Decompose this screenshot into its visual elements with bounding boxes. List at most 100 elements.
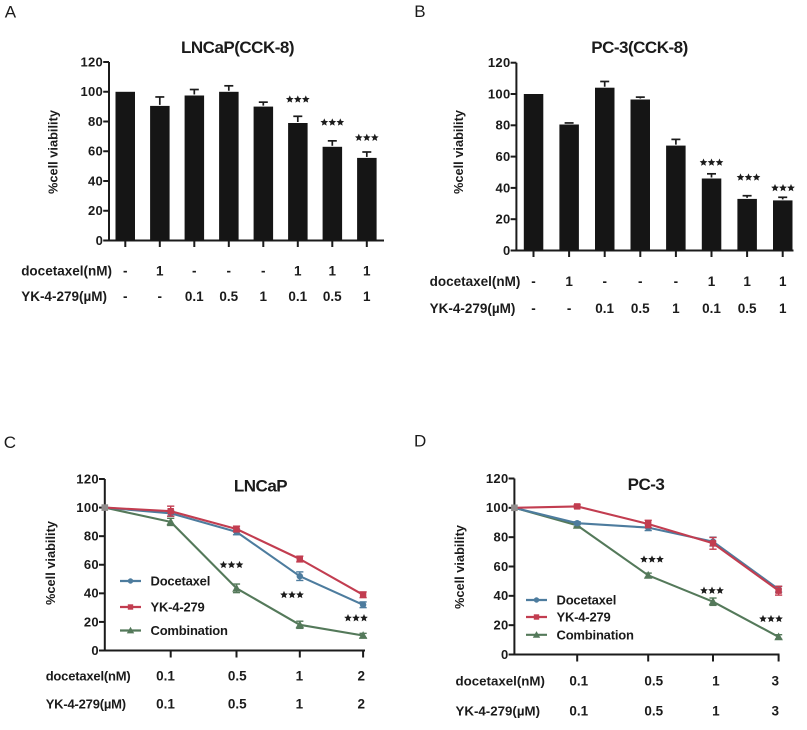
svg-text:2: 2 [358, 697, 366, 712]
svg-text:YK-4-279(µM): YK-4-279(µM) [46, 697, 126, 712]
svg-text:0.1: 0.1 [569, 704, 588, 719]
svg-text:1: 1 [565, 274, 573, 289]
svg-text:100: 100 [488, 86, 511, 101]
svg-text:1: 1 [329, 264, 337, 279]
svg-text:docetaxel(nM): docetaxel(nM) [456, 674, 545, 689]
svg-text:-: - [531, 274, 536, 289]
svg-text:Combination: Combination [557, 627, 634, 642]
svg-text:120: 120 [76, 471, 99, 486]
svg-text:0.1: 0.1 [185, 289, 204, 304]
svg-text:1: 1 [294, 264, 302, 279]
svg-text:100: 100 [76, 500, 99, 515]
svg-text:LNCaP(CCK-8): LNCaP(CCK-8) [181, 38, 294, 57]
svg-text:60: 60 [88, 144, 103, 159]
svg-text:2: 2 [358, 669, 366, 684]
svg-text:D: D [414, 431, 426, 450]
svg-text:40: 40 [493, 588, 508, 603]
svg-text:0.1: 0.1 [156, 697, 175, 712]
svg-text:PC-3(CCK-8): PC-3(CCK-8) [591, 38, 688, 57]
svg-text:0.5: 0.5 [228, 697, 247, 712]
svg-text:-: - [602, 274, 607, 289]
svg-text:60: 60 [493, 559, 508, 574]
svg-text:60: 60 [84, 557, 99, 572]
svg-text:0.5: 0.5 [644, 704, 663, 719]
svg-text:-: - [638, 274, 643, 289]
svg-text:LNCaP: LNCaP [234, 477, 287, 496]
svg-text:1: 1 [708, 274, 716, 289]
svg-text:Combination: Combination [151, 623, 228, 638]
svg-text:20: 20 [84, 614, 99, 629]
svg-text:1: 1 [743, 274, 751, 289]
svg-text:1: 1 [156, 264, 164, 279]
svg-text:40: 40 [84, 586, 99, 601]
svg-text:0.1: 0.1 [569, 674, 588, 689]
svg-text:0.1: 0.1 [156, 669, 175, 684]
svg-text:1: 1 [363, 264, 371, 279]
svg-text:0.5: 0.5 [738, 301, 757, 316]
svg-text:YK-4-279(µM): YK-4-279(µM) [456, 704, 541, 719]
svg-text:Docetaxel: Docetaxel [557, 593, 617, 608]
svg-text:YK-4-279: YK-4-279 [151, 600, 205, 615]
svg-text:100: 100 [81, 84, 104, 99]
svg-text:120: 120 [486, 471, 509, 486]
svg-text:%cell viability: %cell viability [43, 520, 58, 605]
svg-text:0.5: 0.5 [644, 674, 663, 689]
svg-text:docetaxel(nM): docetaxel(nM) [430, 274, 521, 289]
svg-text:20: 20 [495, 212, 510, 227]
svg-text:0.5: 0.5 [631, 301, 650, 316]
svg-text:-: - [123, 289, 128, 304]
svg-text:1: 1 [779, 301, 787, 316]
svg-text:1: 1 [712, 704, 720, 719]
svg-text:0: 0 [91, 643, 99, 658]
svg-text:40: 40 [88, 173, 103, 188]
svg-text:-: - [674, 274, 679, 289]
svg-text:-: - [261, 264, 266, 279]
svg-text:PC-3: PC-3 [628, 475, 665, 494]
svg-text:100: 100 [486, 500, 509, 515]
svg-text:0.1: 0.1 [702, 301, 721, 316]
svg-text:1: 1 [260, 289, 268, 304]
svg-text:1: 1 [363, 289, 371, 304]
svg-text:0.5: 0.5 [323, 289, 342, 304]
svg-text:YK-4-279: YK-4-279 [557, 610, 611, 625]
svg-text:%cell viability: %cell viability [46, 109, 61, 194]
svg-text:1: 1 [712, 674, 720, 689]
svg-text:0.1: 0.1 [288, 289, 307, 304]
svg-text:0.1: 0.1 [595, 301, 614, 316]
svg-text:-: - [123, 264, 128, 279]
svg-text:0: 0 [501, 647, 509, 662]
svg-text:1: 1 [779, 274, 787, 289]
svg-text:0.5: 0.5 [219, 289, 238, 304]
svg-text:Docetaxel: Docetaxel [151, 574, 211, 589]
svg-text:B: B [414, 2, 425, 21]
svg-text:1: 1 [296, 697, 304, 712]
svg-text:A: A [5, 3, 17, 22]
svg-text:%cell viability: %cell viability [452, 524, 467, 609]
svg-text:0: 0 [96, 233, 104, 248]
svg-text:0: 0 [503, 243, 511, 258]
svg-text:-: - [531, 301, 536, 316]
svg-text:80: 80 [493, 530, 508, 545]
svg-text:80: 80 [495, 118, 510, 133]
svg-text:3: 3 [771, 674, 779, 689]
svg-text:60: 60 [495, 149, 510, 164]
svg-text:20: 20 [493, 618, 508, 633]
svg-text:-: - [227, 264, 232, 279]
svg-text:-: - [158, 289, 163, 304]
svg-text:40: 40 [495, 180, 510, 195]
svg-text:docetaxel(nM): docetaxel(nM) [21, 264, 112, 279]
svg-text:C: C [4, 433, 16, 452]
svg-text:120: 120 [81, 54, 104, 69]
svg-text:3: 3 [771, 704, 779, 719]
svg-text:120: 120 [488, 55, 511, 70]
svg-text:1: 1 [296, 669, 304, 684]
svg-text:80: 80 [88, 114, 103, 129]
svg-text:%cell viability: %cell viability [451, 109, 466, 194]
svg-text:-: - [567, 301, 572, 316]
svg-text:20: 20 [88, 203, 103, 218]
svg-text:YK-4-279(µM): YK-4-279(µM) [430, 301, 516, 316]
svg-text:1: 1 [672, 301, 680, 316]
svg-text:docetaxel(nM): docetaxel(nM) [46, 669, 131, 684]
svg-text:YK-4-279(µM): YK-4-279(µM) [21, 289, 107, 304]
svg-text:80: 80 [84, 529, 99, 544]
